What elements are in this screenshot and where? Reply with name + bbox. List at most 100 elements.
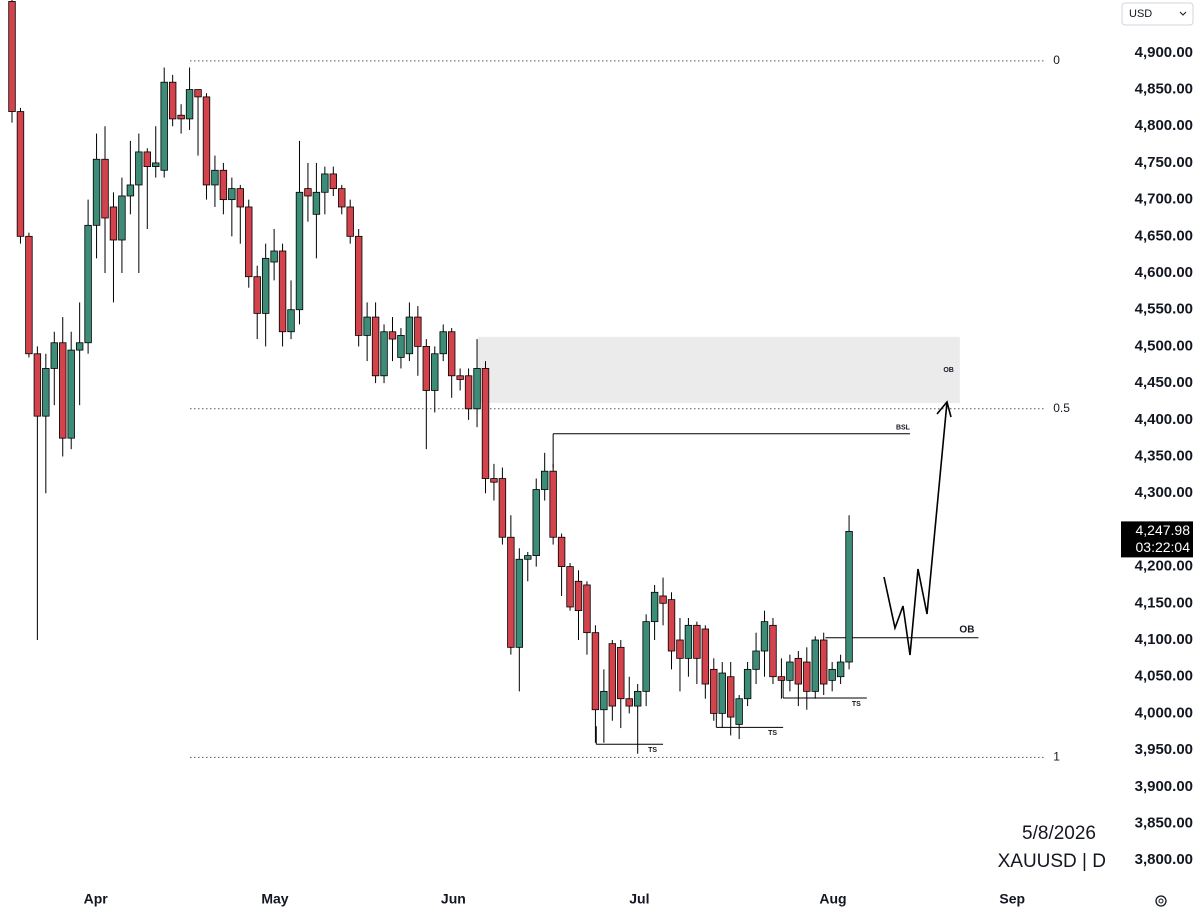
candle-body	[540, 470, 549, 490]
candle-body	[752, 650, 760, 670]
candle-body	[828, 668, 836, 681]
y-tick-label: 4,900.00	[1135, 44, 1193, 61]
chart-date: 5/8/2026	[1022, 823, 1096, 844]
y-tick-label: 3,900.00	[1135, 778, 1193, 795]
candle-body	[735, 698, 743, 725]
candle	[490, 463, 498, 501]
candle	[743, 662, 752, 707]
y-tick-label: 4,350.00	[1135, 447, 1193, 464]
candle	[261, 243, 270, 347]
candle	[566, 562, 574, 611]
candle-body	[633, 690, 642, 707]
candle	[752, 632, 760, 685]
candle-body	[684, 624, 693, 659]
candle-body	[803, 661, 811, 692]
candle	[524, 551, 532, 582]
candle	[786, 654, 794, 692]
candle-body	[194, 89, 202, 98]
ob-zone	[477, 336, 960, 403]
candle-body	[414, 316, 422, 347]
candle-body	[701, 628, 710, 685]
candle-body	[160, 81, 168, 171]
candle	[278, 243, 287, 347]
candle	[608, 640, 617, 721]
candle	[160, 67, 168, 178]
symbol-label: XAUUSD | D	[998, 851, 1106, 872]
candle	[109, 192, 118, 303]
candle	[710, 658, 718, 721]
candle-body	[515, 558, 524, 648]
candle	[388, 317, 397, 362]
candle	[760, 610, 769, 677]
candle-body	[498, 478, 507, 538]
candle-body	[380, 331, 388, 377]
fib-label: 0	[1053, 53, 1060, 67]
candle	[549, 463, 557, 545]
candle	[126, 140, 135, 215]
candle-body	[600, 690, 608, 711]
candle	[16, 107, 25, 244]
candle	[363, 302, 371, 362]
x-tick-label: Apr	[84, 891, 109, 907]
candle-body	[583, 584, 591, 634]
candle-body	[261, 257, 270, 314]
x-tick-label: Aug	[819, 891, 846, 907]
last-price-label: 4,247.98	[1136, 522, 1191, 538]
candle-body	[67, 349, 75, 439]
settings-icon[interactable]	[1155, 895, 1167, 907]
candle-body	[777, 676, 786, 681]
currency-label: USD	[1129, 8, 1152, 20]
candle	[464, 368, 473, 420]
candle-body	[135, 151, 143, 186]
candle-body	[617, 646, 625, 700]
y-tick-label: 3,850.00	[1135, 814, 1193, 831]
candle	[456, 368, 464, 391]
candle	[270, 228, 278, 281]
candle-body	[312, 191, 321, 215]
candle-body	[447, 331, 456, 377]
candle	[346, 199, 354, 244]
candle	[422, 339, 431, 450]
candle-body	[566, 566, 574, 608]
y-tick-label: 4,600.00	[1135, 264, 1193, 281]
candle-body	[321, 173, 329, 193]
candle	[845, 515, 853, 670]
candle-body	[836, 661, 845, 678]
candle	[295, 140, 304, 325]
candle-body	[710, 668, 718, 714]
gear-ring	[1155, 895, 1167, 907]
candle-body	[295, 191, 304, 311]
last-price-tag	[1121, 521, 1193, 558]
y-tick-label: 4,550.00	[1135, 301, 1193, 318]
candle-body	[431, 353, 439, 391]
candle	[8, 0, 16, 123]
candle	[101, 126, 109, 274]
candle-body	[507, 536, 515, 648]
candle	[67, 331, 75, 450]
candle-body	[253, 276, 261, 314]
bsl-label: BSL	[896, 425, 911, 432]
currency-dropdown[interactable]	[1121, 2, 1194, 26]
candle-body	[820, 639, 828, 685]
fib-label: 1	[1053, 750, 1060, 764]
candle	[135, 133, 143, 274]
candle	[667, 592, 676, 670]
candle	[354, 228, 363, 347]
candle-body	[101, 158, 109, 219]
candle-body	[152, 162, 160, 168]
candle	[583, 581, 591, 655]
candle	[659, 577, 667, 626]
candle-body	[388, 331, 397, 340]
ts-label: TS	[648, 747, 657, 754]
candle	[75, 302, 84, 406]
candle-body	[92, 158, 101, 226]
candle-body	[422, 346, 431, 391]
candle-body	[354, 235, 363, 336]
candle	[304, 162, 312, 222]
x-tick-label: May	[261, 891, 288, 907]
candle	[540, 452, 549, 501]
candle	[329, 166, 338, 196]
candle	[397, 328, 405, 369]
candle-body	[667, 599, 676, 652]
